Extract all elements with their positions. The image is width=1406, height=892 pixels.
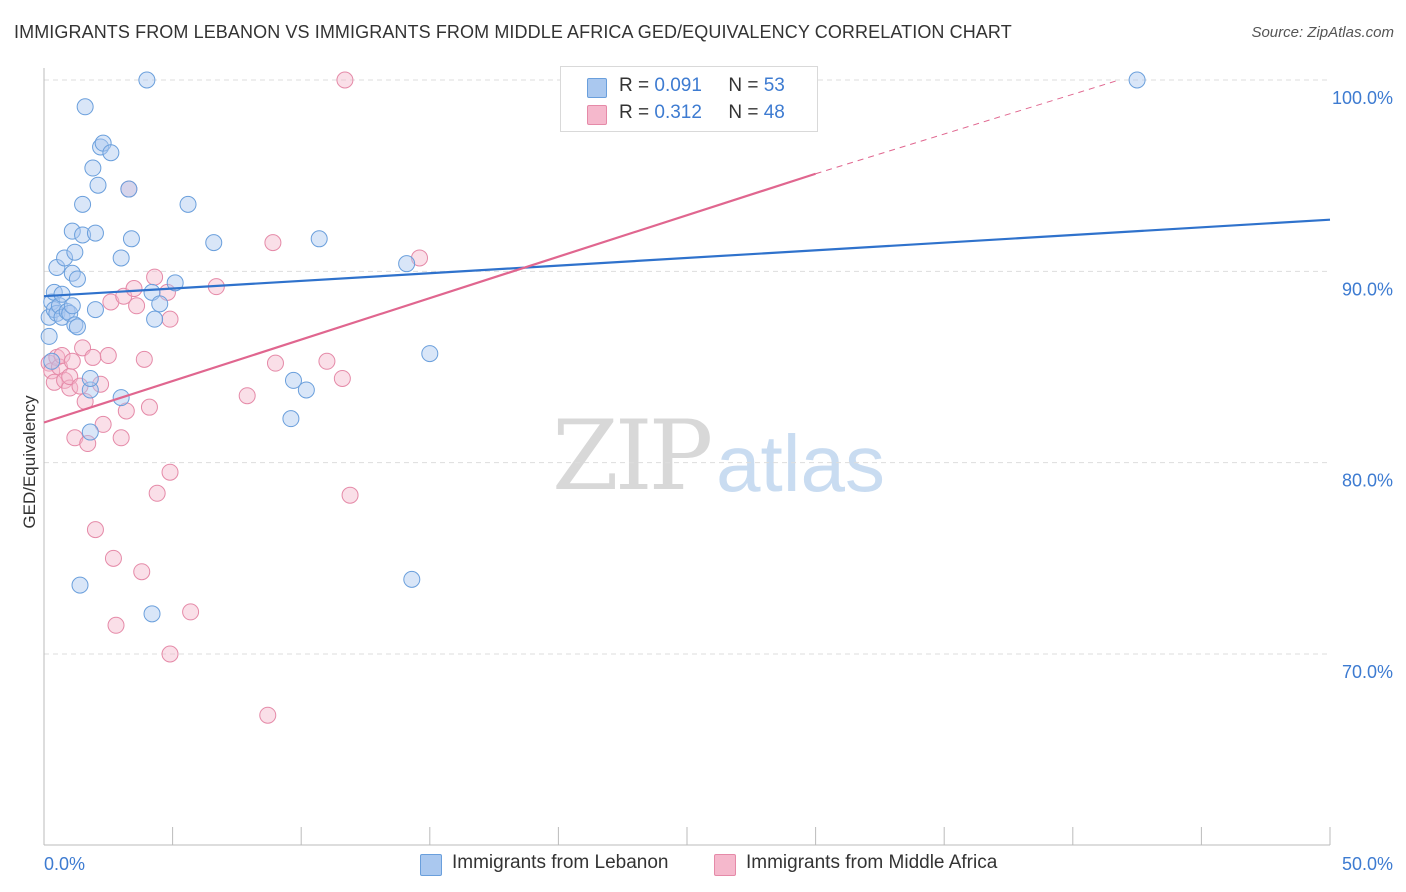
data-point-middle-africa bbox=[128, 297, 146, 315]
data-point-lebanon bbox=[403, 570, 421, 588]
legend-r-label: R = bbox=[619, 102, 650, 123]
y-tick-label: 100.0% bbox=[1332, 88, 1393, 108]
data-point-middle-africa bbox=[135, 350, 153, 368]
data-point-lebanon bbox=[1128, 71, 1146, 89]
data-point-middle-africa bbox=[133, 563, 151, 581]
data-point-middle-africa bbox=[238, 387, 256, 405]
data-point-middle-africa bbox=[182, 603, 200, 621]
watermark-zip: ZIP bbox=[552, 400, 713, 512]
legend-r-value-lebanon: 0.091 bbox=[654, 75, 702, 96]
data-point-middle-africa bbox=[161, 310, 179, 328]
trendline-middle-africa bbox=[43, 172, 816, 424]
data-point-lebanon bbox=[112, 249, 130, 267]
data-point-middle-africa bbox=[146, 268, 164, 286]
data-point-lebanon bbox=[297, 381, 315, 399]
data-point-middle-africa bbox=[99, 347, 117, 365]
data-point-lebanon bbox=[74, 226, 92, 244]
watermark-atlas: atlas bbox=[716, 419, 885, 508]
data-point-lebanon bbox=[89, 176, 107, 194]
data-point-middle-africa bbox=[53, 347, 71, 365]
x-tick-label-max: 50.0% bbox=[1342, 854, 1393, 874]
legend-swatch-lebanon bbox=[587, 78, 607, 98]
data-point-lebanon bbox=[74, 195, 92, 213]
legend-n-label: N = bbox=[728, 102, 759, 123]
data-point-middle-africa bbox=[125, 280, 143, 298]
data-point-lebanon bbox=[68, 270, 86, 288]
data-point-lebanon bbox=[138, 71, 156, 89]
data-point-lebanon bbox=[398, 255, 416, 273]
data-point-lebanon bbox=[81, 369, 99, 387]
legend-r-value-middle-africa: 0.312 bbox=[654, 102, 702, 123]
data-point-middle-africa bbox=[94, 415, 112, 433]
data-point-middle-africa bbox=[341, 486, 359, 504]
data-point-middle-africa bbox=[92, 375, 110, 393]
data-point-lebanon bbox=[40, 327, 58, 345]
data-point-middle-africa bbox=[336, 71, 354, 89]
data-point-middle-africa bbox=[45, 373, 63, 391]
data-point-lebanon bbox=[56, 249, 74, 267]
legend-r-label: R = bbox=[619, 75, 650, 96]
correlation-legend: R = 0.091 N = 53 R = 0.312 N = 48 bbox=[560, 66, 818, 132]
y-tick-label: 80.0% bbox=[1342, 471, 1393, 491]
data-point-lebanon bbox=[63, 297, 81, 315]
data-point-lebanon bbox=[205, 234, 223, 252]
data-point-lebanon bbox=[81, 423, 99, 441]
legend-n-value-lebanon: 53 bbox=[763, 75, 785, 96]
data-point-middle-africa bbox=[148, 484, 166, 502]
y-tick-label: 90.0% bbox=[1342, 279, 1393, 299]
data-point-middle-africa bbox=[259, 706, 277, 724]
legend-swatch-middle-africa bbox=[587, 105, 607, 125]
y-tick-label: 70.0% bbox=[1342, 662, 1393, 682]
data-point-lebanon bbox=[71, 576, 89, 594]
source-label: Source: ZipAtlas.com bbox=[1251, 24, 1394, 41]
data-point-lebanon bbox=[102, 144, 120, 162]
data-point-lebanon bbox=[43, 352, 61, 370]
data-point-lebanon bbox=[310, 230, 328, 248]
data-point-lebanon bbox=[84, 159, 102, 177]
data-point-lebanon bbox=[86, 224, 104, 242]
data-point-lebanon bbox=[151, 295, 169, 313]
data-point-lebanon bbox=[63, 222, 81, 240]
data-point-lebanon bbox=[179, 195, 197, 213]
data-point-middle-africa bbox=[112, 429, 130, 447]
bottom-legend-label-lebanon: Immigrants from Lebanon bbox=[452, 852, 669, 873]
legend-n-label: N = bbox=[728, 75, 759, 96]
data-point-lebanon bbox=[66, 316, 84, 334]
data-point-middle-africa bbox=[264, 234, 282, 252]
data-point-lebanon bbox=[143, 605, 161, 623]
data-point-lebanon bbox=[166, 274, 184, 292]
data-point-lebanon bbox=[76, 98, 94, 116]
legend-n-value-middle-africa: 48 bbox=[763, 102, 785, 123]
data-point-lebanon bbox=[146, 310, 164, 328]
data-point-middle-africa bbox=[161, 463, 179, 481]
data-point-lebanon bbox=[68, 318, 86, 336]
data-point-middle-africa bbox=[84, 348, 102, 366]
data-point-middle-africa bbox=[161, 645, 179, 663]
data-point-middle-africa bbox=[86, 521, 104, 539]
data-point-middle-africa bbox=[107, 616, 125, 634]
y-axis-label: GED/Equivalency bbox=[20, 395, 39, 529]
x-tick-label-min: 0.0% bbox=[44, 854, 85, 874]
data-point-middle-africa bbox=[140, 398, 158, 416]
data-point-middle-africa bbox=[266, 354, 284, 372]
data-point-middle-africa bbox=[63, 352, 81, 370]
data-point-middle-africa bbox=[117, 402, 135, 420]
bottom-legend-swatch-lebanon bbox=[420, 854, 442, 876]
data-point-lebanon bbox=[120, 180, 138, 198]
data-point-lebanon bbox=[282, 410, 300, 428]
bottom-legend-label-middle-africa: Immigrants from Middle Africa bbox=[746, 852, 998, 873]
bottom-legend-swatch-middle-africa bbox=[714, 854, 736, 876]
data-point-lebanon bbox=[421, 345, 439, 363]
data-point-lebanon bbox=[122, 230, 140, 248]
data-point-middle-africa bbox=[104, 549, 122, 567]
trendline-middle-africa-extension bbox=[815, 79, 1120, 175]
data-point-lebanon bbox=[284, 371, 302, 389]
data-point-middle-africa bbox=[333, 369, 351, 387]
data-point-middle-africa bbox=[318, 352, 336, 370]
chart-title: IMMIGRANTS FROM LEBANON VS IMMIGRANTS FR… bbox=[14, 22, 1012, 42]
trendline-lebanon bbox=[43, 218, 1331, 298]
data-point-lebanon bbox=[86, 301, 104, 319]
data-point-lebanon bbox=[66, 243, 84, 261]
